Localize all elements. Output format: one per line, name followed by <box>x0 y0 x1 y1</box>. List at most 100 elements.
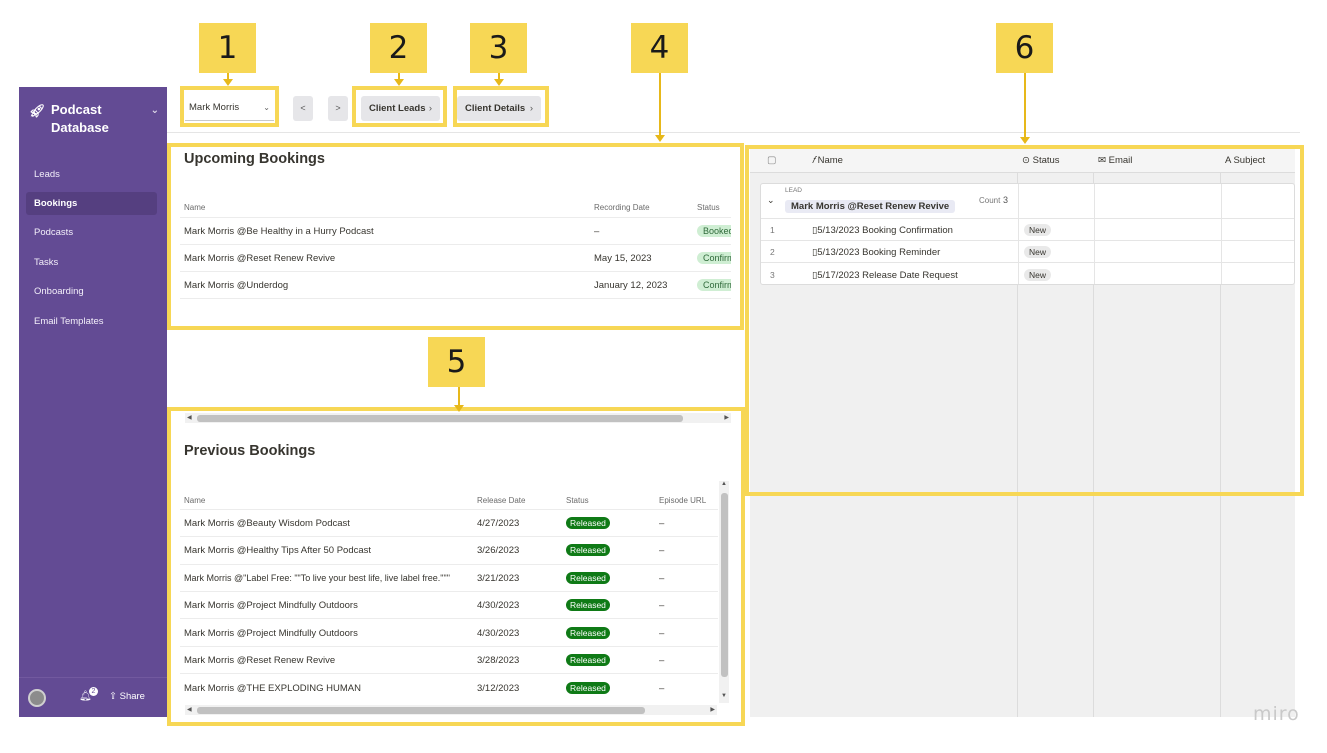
upcoming-bookings-table: Name Recording Date Status Mark Morris @… <box>180 195 731 310</box>
highlight-box-4 <box>167 143 744 330</box>
arrow-down-icon <box>655 135 665 142</box>
email-record-name[interactable]: ▯5/13/2023 Booking Reminder <box>812 247 940 258</box>
booking-name[interactable]: Mark Morris @Project Mindfully Outdoors <box>184 628 358 639</box>
booking-name[interactable]: Mark Morris @THE EXPLODING HUMAN <box>184 683 361 694</box>
column-header-status[interactable]: Status <box>566 496 589 505</box>
share-button[interactable]: ⇪ Share <box>109 691 145 702</box>
formula-icon: 𝑓 <box>812 155 815 166</box>
select-all-checkbox[interactable]: ▢ <box>767 155 777 166</box>
sidebar-item-onboarding[interactable]: Onboarding <box>34 286 84 297</box>
column-divider <box>1220 149 1221 717</box>
sidebar-item-leads[interactable]: Leads <box>34 169 60 180</box>
status-badge: Confirmed <box>697 252 731 264</box>
booking-name[interactable]: Mark Morris @Project Mindfully Outdoors <box>184 600 358 611</box>
release-date: 3/21/2023 <box>477 573 520 584</box>
row-number: 2 <box>770 247 775 257</box>
group-count-label: Count <box>979 196 1001 205</box>
booking-name[interactable]: Mark Morris @Be Healthy in a Hurry Podca… <box>184 226 374 237</box>
column-header-subject[interactable]: A Subject <box>1225 149 1265 173</box>
email-record-name[interactable]: ▯5/13/2023 Booking Confirmation <box>812 225 953 236</box>
scroll-up-icon[interactable]: ▲ <box>721 481 727 487</box>
pin-icon: ▯ <box>812 225 818 236</box>
booking-date: May 15, 2023 <box>594 253 652 264</box>
scrollbar-thumb[interactable] <box>721 493 728 677</box>
scroll-down-icon[interactable]: ▼ <box>721 693 727 699</box>
scroll-left-icon[interactable]: ◀ <box>187 707 192 713</box>
arrow-down-icon <box>1020 137 1030 144</box>
row-divider <box>180 591 718 592</box>
row-divider <box>761 218 1294 219</box>
client-details-button[interactable]: Client Details › <box>457 96 541 121</box>
column-header-episode-url[interactable]: Episode URL <box>659 496 707 505</box>
emails-grid: ▢ 𝑓 Name ⊙ Status ✉ Email A Subject ⌄ LE… <box>750 149 1295 717</box>
column-header-name[interactable]: Name <box>184 496 206 505</box>
callout-arrow <box>498 73 500 80</box>
highlight-box-1 <box>180 86 279 127</box>
scroll-left-icon[interactable]: ◀ <box>187 415 192 421</box>
row-divider <box>180 564 718 565</box>
column-header-email[interactable]: ✉ Email <box>1098 149 1132 173</box>
booking-date: January 12, 2023 <box>594 280 668 291</box>
column-divider <box>1094 184 1095 284</box>
callout-6: 6 <box>996 23 1053 73</box>
booking-name[interactable]: Mark Morris @Healthy Tips After 50 Podca… <box>184 545 372 556</box>
column-header-name[interactable]: 𝑓 Name <box>812 149 843 173</box>
status-badge: Confirmed <box>697 279 731 291</box>
next-record-button[interactable]: > <box>328 96 348 121</box>
callout-arrow <box>659 73 661 136</box>
email-record-name[interactable]: ▯5/17/2023 Release Date Request <box>812 270 958 281</box>
column-header-status[interactable]: ⊙ Status <box>1022 149 1060 173</box>
scroll-right-icon[interactable]: ▶ <box>710 707 715 713</box>
previous-vertical-scrollbar[interactable]: ▲ ▼ <box>719 481 729 703</box>
sidebar-item-podcasts[interactable]: Podcasts <box>34 227 74 238</box>
group-field-label: LEAD <box>785 187 802 194</box>
sidebar-item-tasks[interactable]: Tasks <box>34 257 59 268</box>
pin-icon: ▯ <box>812 270 818 281</box>
client-leads-button[interactable]: Client Leads › <box>361 96 440 121</box>
sidebar-item-email-templates[interactable]: Email Templates <box>34 316 104 327</box>
booking-name[interactable]: Mark Morris @Beauty Wisdom Podcast <box>184 518 350 529</box>
booking-name[interactable]: Mark Morris @Reset Renew Revive <box>184 253 336 264</box>
booking-name[interactable]: Mark Morris @Reset Renew Revive <box>184 655 336 666</box>
episode-url: – <box>659 683 665 694</box>
upcoming-horizontal-scrollbar[interactable]: ◀ ▶ <box>185 413 731 423</box>
callout-5: 5 <box>428 337 485 387</box>
release-date: 3/28/2023 <box>477 655 520 666</box>
collapse-group-icon[interactable]: ⌄ <box>767 195 775 205</box>
group-value[interactable]: Mark Morris @Reset Renew Revive <box>785 200 956 213</box>
sidebar: 🚀︎ Podcast Database ⌄ Leads Bookings Pod… <box>19 87 167 717</box>
chevron-down-icon: ⌄ <box>263 103 270 112</box>
scrollbar-thumb[interactable] <box>197 415 683 422</box>
chevron-down-icon: ⌄ <box>150 105 159 116</box>
scroll-right-icon[interactable]: ▶ <box>724 415 729 421</box>
booking-date: – <box>594 226 600 237</box>
email-icon: ✉ <box>1098 155 1106 166</box>
pin-icon: ▯ <box>812 247 818 258</box>
row-divider <box>180 646 718 647</box>
scrollbar-thumb[interactable] <box>197 707 645 714</box>
release-date: 3/26/2023 <box>477 545 520 556</box>
episode-url: – <box>659 573 665 584</box>
highlight-box-2 <box>352 86 447 127</box>
column-header-recording-date[interactable]: Recording Date <box>594 203 650 212</box>
column-divider <box>1221 184 1222 284</box>
bell-icon[interactable]: 🔔︎ <box>79 691 92 702</box>
status-badge: Released <box>566 572 610 584</box>
booking-name[interactable]: Mark Morris @Underdog <box>184 280 289 291</box>
callout-4: 4 <box>631 23 688 73</box>
sidebar-item-bookings[interactable]: Bookings <box>26 192 157 215</box>
previous-horizontal-scrollbar[interactable]: ◀ ▶ <box>185 705 717 715</box>
prev-record-button[interactable]: < <box>293 96 313 121</box>
column-header-name[interactable]: Name <box>184 203 206 212</box>
booking-name[interactable]: Mark Morris @"Label Free: ""To live your… <box>184 573 450 583</box>
arrow-down-icon <box>494 79 504 86</box>
rocket-icon: 🚀︎ <box>29 103 46 118</box>
status-badge: New <box>1024 246 1052 258</box>
row-divider <box>761 240 1294 241</box>
column-header-status[interactable]: Status <box>697 203 720 212</box>
avatar[interactable] <box>28 689 46 707</box>
client-select[interactable]: Mark Morris ⌄ <box>185 95 274 121</box>
client-leads-label: Client Leads <box>369 103 426 114</box>
miro-watermark: miro <box>1253 703 1300 725</box>
column-header-release-date[interactable]: Release Date <box>477 496 526 505</box>
